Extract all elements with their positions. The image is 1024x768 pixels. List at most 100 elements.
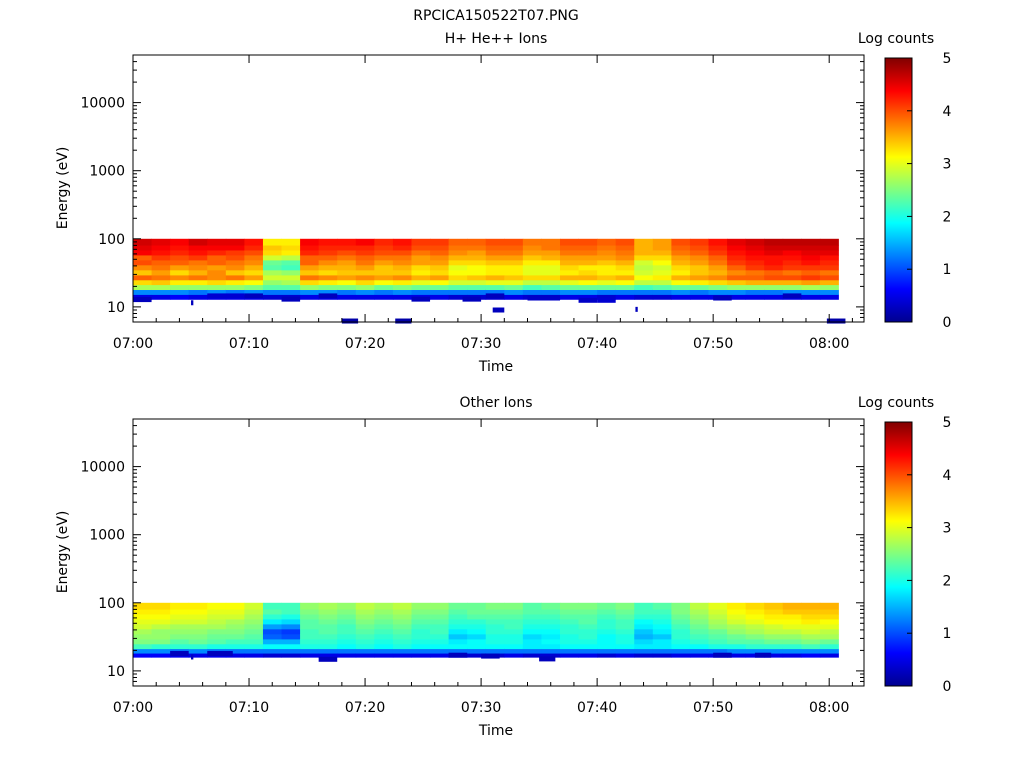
heatmap-cell bbox=[727, 238, 747, 246]
heatmap-cell bbox=[671, 294, 691, 300]
heatmap-cell bbox=[634, 279, 654, 286]
heatmap-cell bbox=[745, 633, 765, 640]
x-tick-label: 07:30 bbox=[461, 700, 501, 716]
heatmap-cell bbox=[467, 619, 487, 625]
heatmap-cell bbox=[615, 643, 635, 650]
heatmap-cell bbox=[615, 623, 635, 630]
x-tick-label: 07:30 bbox=[461, 336, 501, 352]
heatmap-cell bbox=[337, 619, 357, 625]
heatmap-cell bbox=[355, 639, 375, 645]
heatmap-cell bbox=[448, 623, 468, 630]
heatmap-cell bbox=[504, 264, 524, 271]
heatmap-cell bbox=[430, 602, 450, 610]
heatmap-cell bbox=[764, 245, 784, 251]
heatmap-cell bbox=[318, 238, 338, 246]
heatmap-cell bbox=[300, 245, 320, 251]
heatmap-cell bbox=[244, 269, 264, 276]
heatmap-cell bbox=[170, 602, 190, 610]
heatmap-cell bbox=[467, 264, 487, 271]
x-axis-label: Time bbox=[478, 723, 513, 739]
heatmap-cell bbox=[708, 238, 728, 246]
heatmap-cell bbox=[597, 633, 617, 640]
heatmap-cell bbox=[671, 284, 691, 291]
heatmap-cell bbox=[782, 633, 802, 640]
heatmap-cell bbox=[281, 633, 301, 640]
heatmap-cell bbox=[225, 653, 245, 658]
heatmap-cell bbox=[522, 238, 542, 246]
heatmap-cell bbox=[448, 639, 468, 645]
heatmap-cell bbox=[745, 269, 765, 276]
x-tick-label: 07:20 bbox=[345, 336, 385, 352]
heatmap-cell bbox=[689, 628, 709, 635]
heatmap-cell bbox=[151, 264, 171, 271]
heatmap-cell bbox=[467, 250, 487, 256]
heatmap-cell bbox=[170, 250, 190, 256]
heatmap-cell bbox=[151, 639, 171, 645]
heatmap-cell bbox=[374, 639, 394, 645]
heatmap-cell bbox=[133, 643, 152, 650]
heatmap-cell bbox=[652, 628, 672, 635]
colorbar-ticks: 0 1 2 3 4 5 bbox=[907, 415, 952, 695]
heatmap-cell bbox=[578, 294, 598, 300]
heatmap-cell bbox=[652, 602, 672, 610]
heatmap-cell bbox=[355, 633, 375, 640]
heatmap-cell bbox=[207, 619, 227, 625]
heatmap-cell bbox=[392, 602, 412, 610]
heatmap-cell bbox=[467, 255, 487, 261]
heatmap-cell bbox=[819, 245, 839, 251]
heatmap-cell bbox=[597, 643, 617, 650]
heatmap-cell bbox=[652, 643, 672, 650]
heatmap-cell bbox=[801, 614, 821, 620]
heatmap-cell bbox=[392, 653, 412, 658]
heatmap-cell bbox=[133, 619, 152, 625]
heatmap-cell bbox=[188, 245, 208, 251]
heatmap-cell bbox=[578, 609, 598, 615]
heatmap-cell bbox=[708, 623, 728, 630]
heatmap-cell bbox=[801, 284, 821, 291]
heatmap-cell bbox=[652, 279, 672, 286]
heatmap-cell bbox=[225, 264, 245, 271]
heatmap-cell bbox=[225, 628, 245, 635]
heatmap-cell bbox=[188, 609, 208, 615]
heatmap-cell bbox=[151, 245, 171, 251]
heatmap-cell bbox=[578, 279, 598, 286]
heatmap-cell bbox=[727, 245, 747, 251]
heatmap-cell bbox=[133, 259, 152, 266]
heatmap-cell bbox=[448, 614, 468, 620]
heatmap-cell bbox=[392, 284, 412, 291]
heatmap-cell bbox=[541, 619, 561, 625]
heatmap-cell bbox=[430, 648, 450, 654]
heatmap-cell bbox=[355, 602, 375, 610]
y-tick-label: 10 bbox=[107, 664, 125, 680]
heatmap-cell bbox=[448, 259, 468, 266]
heatmap-cell bbox=[615, 289, 635, 295]
heatmap-cell bbox=[504, 279, 524, 286]
heatmap-cell bbox=[708, 284, 728, 291]
heatmap-cell bbox=[170, 284, 190, 291]
heatmap-cell bbox=[244, 284, 264, 291]
heatmap-cell bbox=[504, 284, 524, 291]
heatmap-cell bbox=[300, 643, 320, 650]
heatmap-cell bbox=[578, 250, 598, 256]
heatmap-cell bbox=[764, 279, 784, 286]
heatmap-cell bbox=[782, 238, 802, 246]
heatmap-cell bbox=[541, 643, 561, 650]
heatmap-cell bbox=[801, 602, 821, 610]
heatmap-cell bbox=[522, 245, 542, 251]
heatmap-cell bbox=[262, 628, 282, 635]
heatmap-cell bbox=[764, 275, 784, 281]
heatmap-cell bbox=[318, 614, 338, 620]
heatmap-cell bbox=[262, 614, 282, 620]
heatmap-cell bbox=[392, 294, 412, 300]
heatmap-cell bbox=[727, 602, 747, 610]
heatmap-cell bbox=[300, 294, 320, 300]
heatmap-cell bbox=[467, 633, 487, 640]
heatmap-cell bbox=[745, 238, 765, 246]
heatmap-cell bbox=[300, 609, 320, 615]
heatmap-cell bbox=[318, 275, 338, 281]
heatmap-cell bbox=[560, 653, 579, 658]
heatmap-cell bbox=[708, 269, 728, 276]
heatmap-cell bbox=[188, 639, 208, 645]
heatmap-cell bbox=[188, 259, 208, 266]
heatmap-cell bbox=[355, 623, 375, 630]
